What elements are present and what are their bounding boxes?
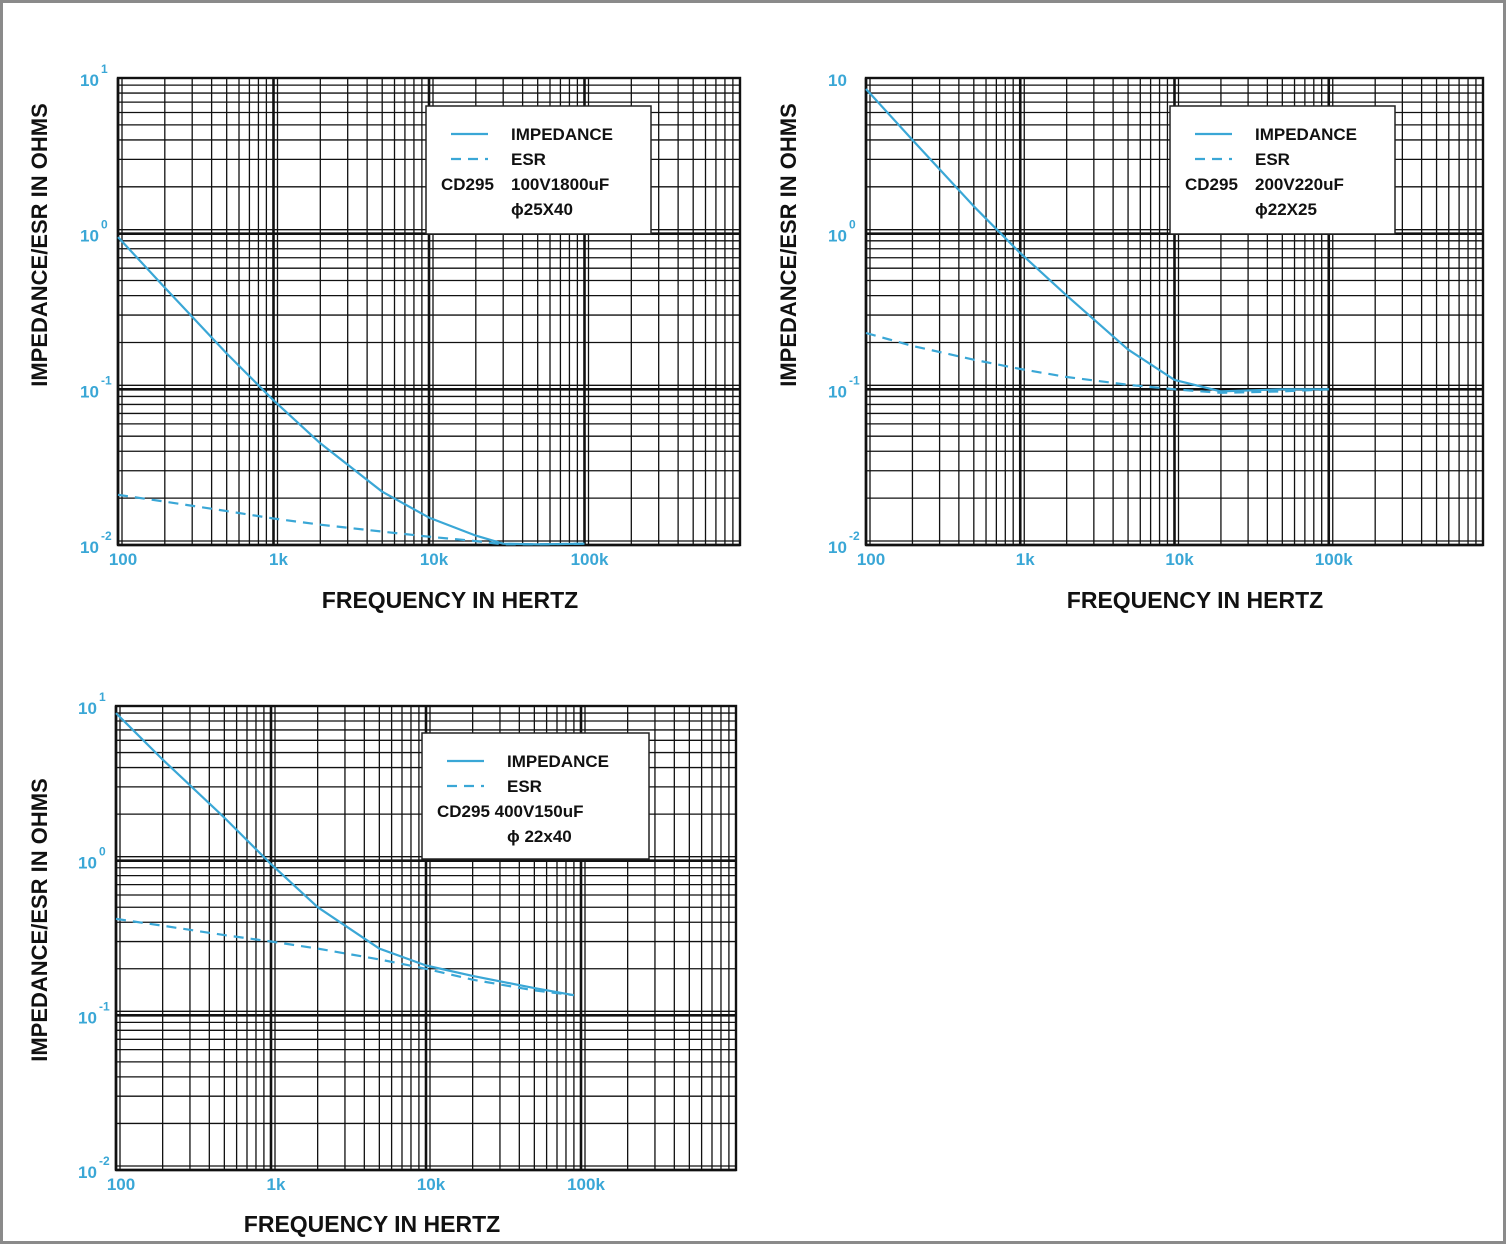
legend-label-impedance: IMPEDANCE xyxy=(511,125,613,144)
y-axis-title: IMPEDANCE/ESR IN OHMS xyxy=(27,103,52,387)
x-axis-title: FREQUENCY IN HERTZ xyxy=(244,1211,500,1237)
y-tick-label: 10 xyxy=(828,227,847,246)
legend-box xyxy=(425,105,652,235)
y-tick-exponent: -1 xyxy=(99,999,110,1013)
y-tick-label: 10 xyxy=(78,699,97,718)
y-tick-label: 10 xyxy=(80,382,99,401)
x-axis-title: FREQUENCY IN HERTZ xyxy=(1067,587,1323,613)
legend-part-number: CD295 xyxy=(441,175,494,194)
y-tick-label: 10 xyxy=(78,1163,97,1182)
legend: IMPEDANCE ESR CD295 200V220uF ϕ22X25 xyxy=(1169,105,1396,235)
legend-rating: 100V1800uF xyxy=(511,175,609,194)
x-tick-label: 100k xyxy=(567,1175,605,1194)
x-tick-label: 100 xyxy=(109,550,137,569)
x-tick-label: 100 xyxy=(107,1175,135,1194)
y-tick-exponent: 0 xyxy=(99,845,106,859)
x-tick-label: 100k xyxy=(1315,550,1353,569)
legend-label-impedance: IMPEDANCE xyxy=(1255,125,1357,144)
legend-part-number: CD295 400V150uF xyxy=(437,802,583,821)
series-line-esr xyxy=(115,917,575,997)
y-tick-label: 10 xyxy=(80,227,99,246)
x-tick-label: 1k xyxy=(269,550,288,569)
legend: IMPEDANCE ESR CD295 100V1800uF ϕ25X40 xyxy=(425,105,652,235)
plot-border xyxy=(116,76,742,547)
y-tick-label: 10 xyxy=(828,71,847,90)
grid xyxy=(116,78,740,547)
legend-label-impedance: IMPEDANCE xyxy=(507,752,609,771)
plot-border xyxy=(864,76,1485,547)
y-tick-exponent: 1 xyxy=(99,690,106,704)
chart-panel-3: 100 1k 10k 100k10110010-110-2IMPEDANCE/ESR … xyxy=(27,690,738,1237)
y-tick-label: 10 xyxy=(828,538,847,557)
y-tick-label: 10 xyxy=(78,1008,97,1027)
legend-label-esr: ESR xyxy=(511,150,546,169)
y-tick-exponent: -2 xyxy=(101,529,112,543)
legend-part-number: CD295 xyxy=(1185,175,1238,194)
series-line-impedance xyxy=(115,712,575,997)
legend-rating: 200V220uF xyxy=(1255,175,1344,194)
series-line-esr xyxy=(117,493,585,546)
y-tick-exponent: 0 xyxy=(849,218,856,232)
y-tick-label: 10 xyxy=(78,854,97,873)
plot-border xyxy=(114,704,738,1172)
y-tick-exponent: 1 xyxy=(101,62,108,76)
legend-label-esr: ESR xyxy=(507,777,542,796)
series-line-impedance xyxy=(865,88,1329,393)
x-axis-title: FREQUENCY IN HERTZ xyxy=(322,587,578,613)
x-tick-label: 1k xyxy=(1016,550,1035,569)
x-tick-label: 100 xyxy=(857,550,885,569)
legend-size: ϕ 22x40 xyxy=(507,827,572,846)
legend-box xyxy=(1169,105,1396,235)
series-line-esr xyxy=(865,331,1329,394)
x-tick-label: 10k xyxy=(420,550,449,569)
legend: IMPEDANCE ESR CD295 400V150uF ϕ 22x40 xyxy=(421,732,650,860)
x-tick-label: 100k xyxy=(571,550,609,569)
chart-panel-1: 100 1k 10k 100k10110010-110-2IMPEDANCE/ESR … xyxy=(27,62,742,613)
y-tick-label: 10 xyxy=(828,382,847,401)
y-tick-label: 10 xyxy=(80,71,99,90)
legend-label-esr: ESR xyxy=(1255,150,1290,169)
y-tick-exponent: -1 xyxy=(101,373,112,387)
legend-size: ϕ22X25 xyxy=(1255,200,1317,219)
legend-box xyxy=(421,732,650,860)
y-tick-exponent: 0 xyxy=(101,218,108,232)
y-axis-title: IMPEDANCE/ESR IN OHMS xyxy=(27,778,52,1062)
x-tick-label: 10k xyxy=(417,1175,446,1194)
y-tick-exponent: -2 xyxy=(849,529,860,543)
y-tick-label: 10 xyxy=(80,538,99,557)
legend-size: ϕ25X40 xyxy=(511,200,573,219)
x-tick-label: 10k xyxy=(1165,550,1194,569)
y-tick-exponent: -2 xyxy=(99,1154,110,1168)
y-axis-title: IMPEDANCE/ESR IN OHMS xyxy=(776,103,801,387)
y-tick-exponent: -1 xyxy=(849,373,860,387)
x-tick-label: 1k xyxy=(267,1175,286,1194)
